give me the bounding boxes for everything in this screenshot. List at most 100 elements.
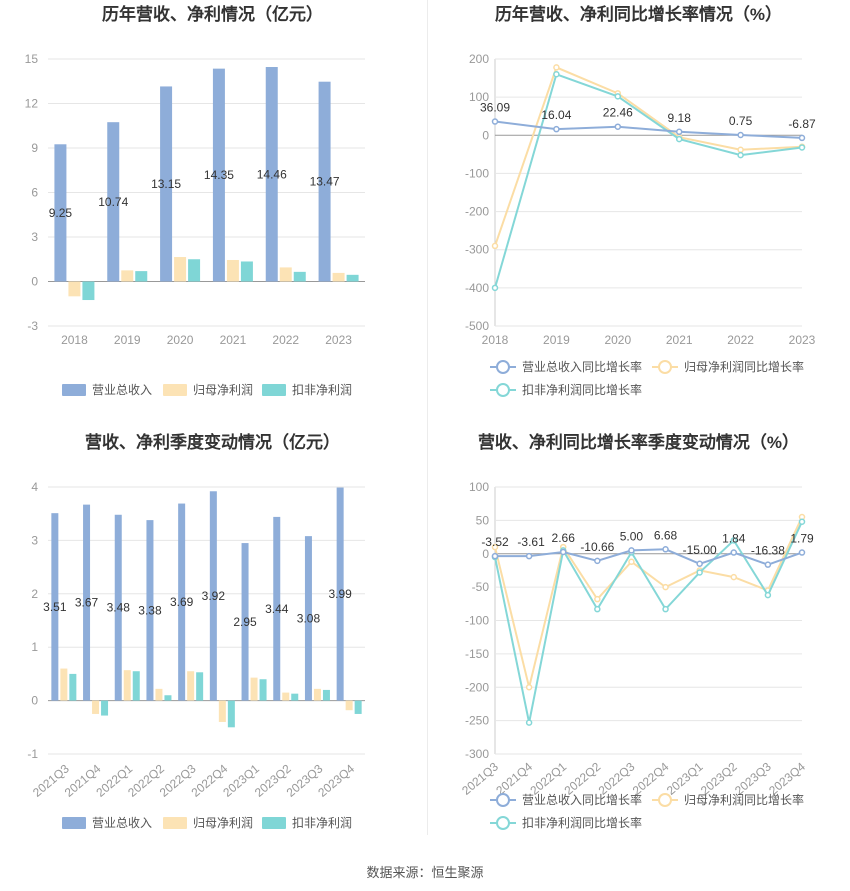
point-parent-profit-growth: [525, 684, 533, 691]
y-tick-label: 15: [25, 52, 39, 66]
y-tick-label: 0: [482, 128, 489, 142]
line-revenue-growth: [494, 548, 803, 566]
point-revenue-growth: [525, 552, 533, 560]
x-tick-label: 2022: [272, 333, 299, 347]
line-parent-profit-growth: [494, 516, 803, 688]
bar-revenue: [265, 67, 278, 282]
point-parent-profit-growth: [730, 573, 738, 581]
data-label: 3.99: [328, 587, 352, 601]
y-tick-label: 0: [31, 694, 38, 708]
y-tick-label: 3: [31, 533, 38, 547]
line-deducted-profit-growth: [494, 521, 803, 723]
bar-parent-profit: [332, 272, 345, 282]
bar-revenue: [336, 487, 344, 701]
chart-title: 营收、净利同比增长率季度变动情况（%）: [478, 432, 799, 452]
x-tick-label: 2021Q4: [493, 759, 535, 797]
legend-label: 扣非净利润: [292, 816, 352, 830]
y-tick-label: 3: [31, 230, 38, 244]
data-label: 13.47: [310, 175, 340, 189]
point-revenue-growth: [594, 557, 601, 565]
chart-title: 历年营收、净利同比增长率情况（%）: [495, 4, 782, 24]
data-label: 0.75: [729, 114, 753, 128]
y-tick-label: 4: [31, 480, 38, 494]
y-tick-label: -400: [465, 281, 489, 295]
y-tick-label: 6: [31, 186, 38, 200]
y-tick-label: 2: [31, 587, 38, 601]
bar-revenue: [54, 144, 67, 282]
x-tick-label: 2022Q2: [562, 759, 604, 797]
panel-quarterly-growth: 营收、净利同比增长率季度变动情况（%） -300 -250 -200 -150 -100 -…: [427, 428, 850, 858]
y-tick-label: -200: [465, 205, 489, 219]
data-label: -10.66: [580, 540, 614, 554]
bar-revenue: [114, 514, 122, 701]
panel-quarterly-amounts: 营收、净利季度变动情况（亿元） -1 0 1 2 3 4 2021Q3 3.51 2021Q4 3.…: [0, 428, 425, 858]
bar-parent-profit: [187, 671, 195, 701]
data-label: 1.84: [722, 532, 746, 546]
legend-marker: [658, 793, 672, 807]
x-tick-label: 2023: [789, 333, 816, 347]
y-tick-label: -250: [465, 714, 489, 728]
data-label: 3.08: [297, 611, 321, 625]
point-deducted-profit-growth: [594, 605, 601, 613]
data-label: 3.44: [265, 602, 289, 616]
panel-annual-amounts: 历年营收、净利情况（亿元） -3 0 3 6 9 12 15 2018 9.25 2019 10.74…: [0, 0, 425, 430]
bar-parent-profit: [279, 267, 292, 282]
bar-parent-profit: [226, 259, 239, 282]
point-revenue-growth: [628, 547, 635, 554]
panel-annual-growth: 历年营收、净利同比增长率情况（%） -500 -400 -300 -200 -100 0 10…: [427, 0, 850, 430]
bar-deducted-profit: [293, 271, 306, 282]
legend-marker: [496, 383, 510, 397]
data-label: 3.92: [202, 589, 226, 603]
bar-deducted-profit: [291, 693, 299, 701]
legend-label: 营业总收入: [92, 816, 152, 830]
bar-parent-profit: [313, 688, 321, 701]
y-tick-label: 200: [469, 52, 489, 66]
bar-deducted-profit: [164, 695, 172, 701]
data-label: -16.38: [751, 544, 785, 558]
point-deducted-profit-growth: [662, 605, 669, 613]
x-tick-label: 2020: [604, 333, 631, 347]
y-tick-label: -300: [465, 747, 489, 761]
legend-marker: [658, 360, 672, 374]
bar-revenue: [209, 491, 217, 701]
bar-revenue: [51, 513, 59, 701]
data-label: 14.46: [257, 167, 287, 181]
legend-label: 扣非净利润: [292, 383, 352, 397]
line-parent-profit-growth: [494, 66, 803, 247]
point-parent-profit-growth: [662, 583, 669, 591]
y-tick-label: -150: [465, 647, 489, 661]
legend-label: 归母净利润同比增长率: [684, 792, 804, 807]
point-deducted-profit-growth: [553, 71, 560, 78]
y-tick-label: 0: [482, 547, 489, 561]
x-tick-label: 2022Q3: [596, 759, 638, 797]
bar-parent-profit: [60, 668, 68, 701]
data-label: -6.87: [788, 117, 816, 131]
y-tick-label: 100: [469, 90, 489, 104]
y-tick-label: -50: [472, 580, 490, 594]
x-tick-label: 2021: [220, 333, 247, 347]
point-revenue-growth: [730, 549, 738, 556]
legend-label: 营业总收入: [92, 383, 152, 397]
bar-revenue: [241, 543, 249, 701]
bar-revenue: [212, 68, 225, 282]
point-revenue-growth: [675, 128, 683, 136]
x-tick-label: 2019: [543, 333, 570, 347]
point-parent-profit-growth: [553, 64, 560, 71]
point-revenue-growth: [559, 548, 567, 556]
bar-deducted-profit: [69, 673, 77, 701]
line-revenue-growth: [494, 120, 803, 139]
bar-deducted-profit: [188, 259, 201, 282]
annual-amounts-chart: 历年营收、净利情况（亿元） -3 0 3 6 9 12 15 2018 9.25 2019 10.74…: [25, 4, 365, 397]
legend-label: 归母净利润: [193, 816, 253, 830]
data-label: -15.00: [683, 543, 717, 557]
data-label: 2.66: [552, 531, 576, 545]
y-tick-label: -3: [27, 319, 38, 333]
x-tick-label: 2020: [167, 333, 194, 347]
legend-swatch: [163, 817, 187, 829]
bar-revenue: [107, 122, 120, 282]
data-label: 9.18: [668, 111, 692, 125]
bar-parent-profit: [68, 281, 81, 297]
legend-label: 营业总收入同比增长率: [522, 792, 642, 807]
bar-parent-profit: [174, 257, 187, 282]
line-deducted-profit-growth: [494, 72, 803, 289]
